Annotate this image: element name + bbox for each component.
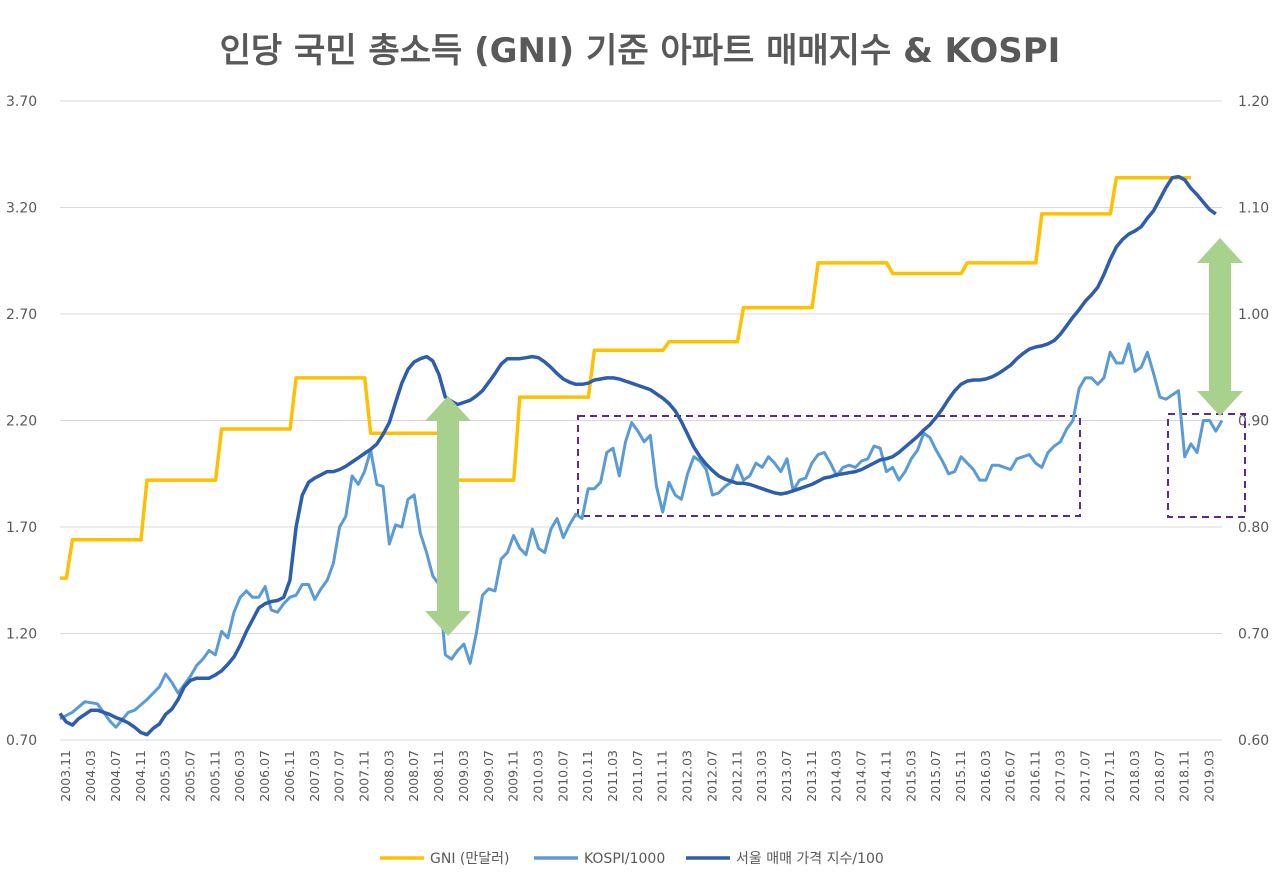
right-tick-label: 0.80 [1238,520,1269,536]
legend-label: GNI (만달러) [430,851,509,867]
x-tick-label: 2009.11 [506,750,521,802]
x-tick-label: 2014.07 [854,750,869,802]
series-line-kospi [59,342,1224,729]
x-tick-label: 2012.07 [704,750,719,802]
series-line-seoul-index [58,174,1217,737]
x-tick-label: 2006.07 [257,750,272,802]
x-tick-label: 2007.11 [356,750,371,802]
x-tick-label: 2010.03 [530,750,545,802]
right-y-axis: 0.60 0.70 0.80 0.90 1.00 1.10 1.20 [1238,94,1269,749]
x-tick-label: 2006.03 [232,750,247,802]
right-tick-label: 0.90 [1238,414,1269,430]
left-tick-label: 3.20 [6,201,37,217]
x-tick-label: 2018.07 [1152,750,1167,802]
left-tick-label: 1.70 [6,520,37,536]
x-axis: 2003.11 2004.03 2004.07 2004.11 2005.03 2005.… [58,750,1216,802]
series-lines [58,174,1224,737]
x-tick-label: 2016.07 [1003,750,1018,802]
x-tick-label: 2018.11 [1177,750,1192,802]
highlight-boxes [577,413,1246,518]
x-tick-label: 2008.07 [406,750,421,802]
x-tick-label: 2019.03 [1202,750,1217,802]
x-tick-label: 2010.11 [580,750,595,802]
x-tick-label: 2015.07 [928,750,943,802]
x-tick-label: 2006.11 [282,750,297,802]
x-tick-label: 2015.11 [953,750,968,802]
x-tick-label: 2016.03 [978,750,993,802]
x-tick-label: 2010.07 [555,750,570,802]
x-tick-label: 2013.03 [754,750,769,802]
left-tick-label: 2.70 [6,307,37,323]
x-tick-label: 2013.07 [779,750,794,802]
x-tick-label: 2013.11 [804,750,819,802]
x-tick-label: 2003.11 [58,750,73,802]
x-tick-label: 2018.03 [1127,750,1142,802]
gap-arrows [425,238,1243,636]
x-tick-label: 2011.11 [655,750,670,802]
x-tick-label: 2005.03 [158,750,173,802]
x-tick-label: 2009.07 [481,750,496,802]
chart-title: 인당 국민 총소득 (GNI) 기준 아파트 매매지수 & KOSPI [220,31,1061,71]
right-tick-label: 1.00 [1238,307,1269,323]
right-tick-label: 1.10 [1238,201,1269,217]
right-tick-label: 0.70 [1238,627,1269,643]
left-y-axis: 0.70 1.20 1.70 2.20 2.70 3.20 3.70 [6,94,37,749]
x-tick-label: 2007.07 [332,750,347,802]
x-tick-label: 2017.03 [1052,750,1067,802]
x-tick-label: 2005.07 [182,750,197,802]
left-tick-label: 2.20 [6,414,37,430]
x-tick-label: 2014.11 [878,750,893,802]
double-arrow-2019 [1197,238,1243,416]
left-tick-label: 3.70 [6,94,37,110]
x-tick-label: 2008.03 [381,750,396,802]
gridlines [60,100,1222,741]
highlight-box-sideways-market [577,415,1081,517]
x-tick-label: 2016.11 [1028,750,1043,802]
highlight-box-2019-gap [1167,413,1246,518]
right-tick-label: 1.20 [1238,94,1269,110]
x-tick-label: 2015.03 [903,750,918,802]
x-tick-label: 2014.03 [829,750,844,802]
x-tick-label: 2005.11 [207,750,222,802]
legend: GNI (만달러) KOSPI/1000 서울 매매 가격 지수/100 [380,851,884,867]
double-arrow-2008 [425,396,471,636]
x-tick-label: 2011.07 [630,750,645,802]
x-tick-label: 2012.11 [729,750,744,802]
x-tick-label: 2017.07 [1077,750,1092,802]
x-tick-label: 2009.03 [456,750,471,802]
x-tick-label: 2008.11 [431,750,446,802]
right-tick-label: 0.60 [1238,733,1269,749]
x-tick-label: 2004.11 [133,750,148,802]
x-tick-label: 2007.03 [307,750,322,802]
x-tick-label: 2004.03 [83,750,98,802]
x-tick-label: 2012.03 [680,750,695,802]
x-tick-label: 2011.03 [605,750,620,802]
series-line-gni [60,175,1191,580]
legend-label: KOSPI/1000 [584,851,665,867]
left-tick-label: 0.70 [6,733,37,749]
legend-label: 서울 매매 가격 지수/100 [736,851,884,867]
x-tick-label: 2004.07 [108,750,123,802]
x-tick-label: 2017.11 [1102,750,1117,802]
left-tick-label: 1.20 [6,627,37,643]
